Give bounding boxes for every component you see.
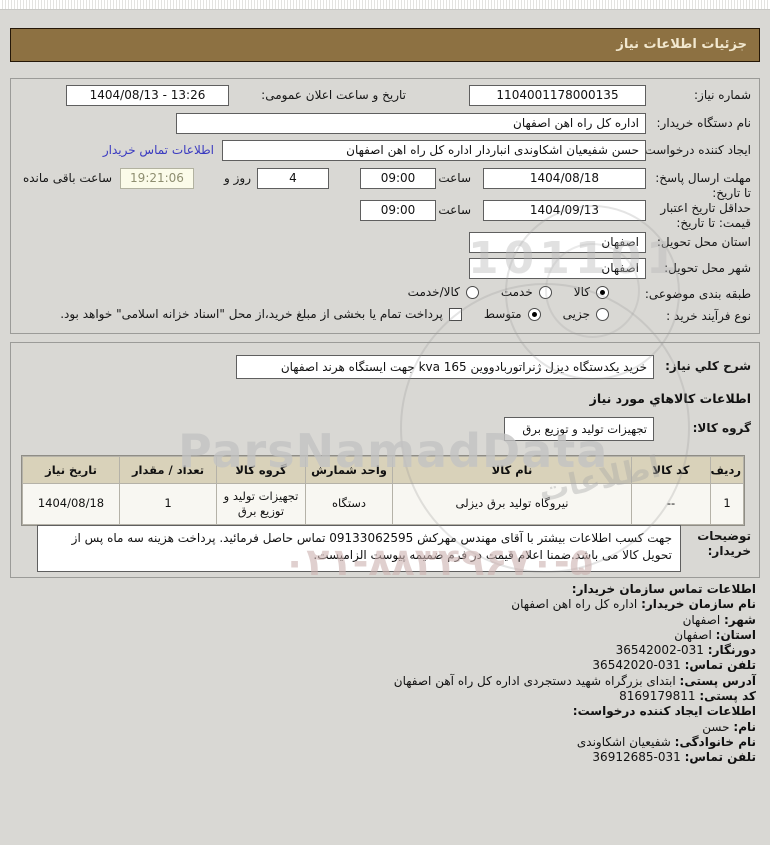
delivery-province-label: استان محل تحویل: bbox=[656, 235, 751, 249]
delivery-city-label: شهر محل تحویل: bbox=[664, 261, 751, 275]
cell-row-number: 1 bbox=[711, 484, 743, 524]
contact-line-first-name: نام: حسن bbox=[702, 719, 756, 734]
treasury-text: پرداخت تمام یا بخشی از مبلغ خرید،از محل … bbox=[60, 307, 443, 321]
contact-line-creator-phone: تلفن تماس: 36912685-031 bbox=[592, 750, 756, 765]
classification-label: طبقه بندی موضوعی: bbox=[644, 287, 751, 301]
goods-group-label: گروه کالا: bbox=[692, 421, 751, 435]
contact-info-block: اطلاعات تماس سازمان خریدار: نام سازمان خ… bbox=[394, 582, 756, 766]
need-description-field[interactable]: خرید یکدستگاه دیزل ژنراتوربادووین kva 16… bbox=[236, 355, 654, 379]
contact-line-city: شهر: اصفهان bbox=[682, 612, 756, 627]
contact-line-fax: دورنگار: 36542002-031 bbox=[615, 643, 756, 658]
remaining-days-field[interactable]: 4 bbox=[257, 168, 329, 189]
remaining-label: ساعت باقی مانده bbox=[22, 171, 112, 185]
request-info-groupbox: شماره نیاز: 1104001178000135 تاریخ و ساع… bbox=[10, 78, 760, 334]
radio-goods-label: کالا bbox=[573, 285, 590, 299]
deadline-label: مهلت ارسال پاسخ: تا تاریخ: bbox=[655, 171, 751, 200]
deadline-date-field[interactable]: 1404/08/18 bbox=[483, 168, 646, 189]
radio-minor[interactable] bbox=[596, 307, 609, 321]
contact-line-province: استان: اصفهان bbox=[674, 627, 756, 642]
deadline-hour-label: ساعت bbox=[438, 171, 471, 185]
price-validity-label: حداقل تاریخ اعتبار قیمت: تا تاریخ: bbox=[660, 201, 751, 230]
contact-line-address: آدرس پستی: ابتدای بزرگراه شهید دستجردی ا… bbox=[393, 673, 756, 688]
col-goods-code: کد کالا bbox=[632, 457, 710, 483]
need-number-field[interactable]: 1104001178000135 bbox=[469, 85, 646, 106]
col-count-unit: واحد شمارش bbox=[306, 457, 392, 483]
process-type-label: نوع فرآیند خرید : bbox=[666, 309, 751, 323]
radio-goods-service[interactable] bbox=[465, 285, 479, 299]
process-type-options: جزیی متوسط پرداخت تمام یا بخشی از مبلغ خ… bbox=[60, 307, 609, 321]
buyer-contact-link[interactable]: اطلاعات تماس خریدار bbox=[102, 143, 214, 157]
days-label: روز و bbox=[224, 171, 251, 185]
radio-goods[interactable] bbox=[596, 285, 609, 299]
buyer-org-label: نام دستگاه خریدار: bbox=[656, 116, 752, 130]
buyer-org-field[interactable]: اداره کل راه اهن اصفهان bbox=[176, 113, 646, 134]
radio-minor-label: جزیی bbox=[562, 307, 590, 321]
validity-hour-label: ساعت bbox=[438, 203, 471, 217]
delivery-city-field[interactable]: اصفهان bbox=[469, 258, 646, 279]
treasury-checkbox[interactable] bbox=[448, 307, 462, 321]
contact-line-phone: تلفن تماس: 36542020-031 bbox=[592, 658, 756, 673]
validity-time-field[interactable]: 09:00 bbox=[360, 200, 436, 221]
creator-contact-header: اطلاعات ایجاد کننده درخواست: bbox=[572, 704, 756, 719]
buyer-notes-field[interactable]: جهت کسب اطلاعات بیشتر با آقای مهندس مهرک… bbox=[37, 525, 681, 572]
cell-count-unit: دستگاه bbox=[306, 484, 392, 524]
org-contact-header: اطلاعات تماس سازمان خریدار: bbox=[571, 582, 756, 596]
request-creator-field[interactable]: حسن شفیعیان اشکاوندی انباردار اداره کل ر… bbox=[222, 140, 646, 161]
cell-goods-group: تجهیزات تولید و توزیع برق bbox=[217, 484, 305, 524]
need-description-label: شرح کلي نياز: bbox=[665, 359, 751, 373]
radio-medium[interactable] bbox=[527, 307, 541, 321]
announce-datetime-label: تاریخ و ساعت اعلان عمومی: bbox=[261, 88, 406, 102]
top-strip bbox=[0, 0, 770, 10]
announce-datetime-field[interactable]: 1404/08/13 - 13:26 bbox=[66, 85, 229, 106]
col-row-number: ردیف bbox=[710, 457, 743, 483]
cell-quantity: 1 bbox=[120, 484, 216, 524]
col-goods-group: گروه کالا bbox=[217, 457, 305, 483]
goods-table: ردیف کد کالا نام کالا واحد شمارش گروه کا… bbox=[21, 455, 745, 526]
contact-line-last-name: نام خانوادگی: شفیعیان اشکاوندی bbox=[576, 734, 756, 749]
classification-options: کالا خدمت کالا/خدمت bbox=[408, 285, 609, 299]
cell-need-date: 1404/08/18 bbox=[23, 484, 119, 524]
delivery-province-field[interactable]: اصفهان bbox=[469, 232, 646, 253]
validity-date-field[interactable]: 1404/09/13 bbox=[483, 200, 646, 221]
col-need-date: تاریخ نیاز bbox=[23, 457, 119, 483]
radio-service-label: خدمت bbox=[500, 285, 533, 299]
need-number-label: شماره نیاز: bbox=[694, 88, 751, 102]
page-title: جزئیات اطلاعات نیاز bbox=[10, 28, 760, 62]
col-quantity: تعداد / مقدار bbox=[120, 457, 216, 483]
contact-line-org-name: نام سازمان خریدار: اداره کل راه اهن اصفه… bbox=[511, 597, 756, 612]
cell-goods-name: نیروگاه تولید برق دیزلی bbox=[393, 484, 631, 524]
goods-group-field[interactable]: تجهیزات تولید و توزیع برق bbox=[504, 417, 654, 441]
contact-line-postal: کد پستی: 8169179811 bbox=[619, 689, 756, 704]
goods-table-row: 1 -- نیروگاه تولید برق دیزلی دستگاه تجهی… bbox=[23, 484, 743, 524]
remaining-time-field: 19:21:06 bbox=[120, 168, 194, 189]
radio-medium-label: متوسط bbox=[483, 307, 522, 321]
radio-service[interactable] bbox=[538, 285, 552, 299]
need-description-groupbox: شرح کلي نياز: خرید یکدستگاه دیزل ژنراتور… bbox=[10, 342, 760, 578]
goods-table-header-row: ردیف کد کالا نام کالا واحد شمارش گروه کا… bbox=[23, 457, 743, 483]
cell-goods-code: -- bbox=[632, 484, 710, 524]
deadline-time-field[interactable]: 09:00 bbox=[360, 168, 436, 189]
goods-info-header: اطلاعات کالاهاي مورد نياز bbox=[589, 391, 751, 406]
radio-goods-service-label: کالا/خدمت bbox=[407, 285, 460, 299]
buyer-notes-label: توضیحات خریدار: bbox=[697, 529, 751, 558]
col-goods-name: نام کالا bbox=[393, 457, 631, 483]
request-creator-label: ایجاد کننده درخواست: bbox=[640, 143, 751, 157]
